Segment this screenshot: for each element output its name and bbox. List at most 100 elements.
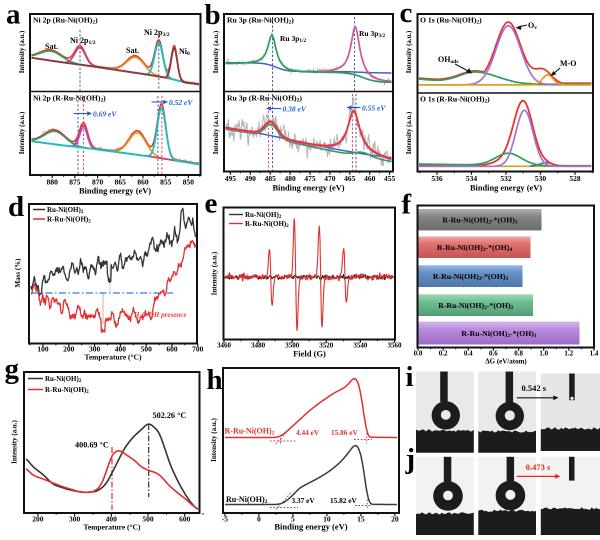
svg-text:R-Ru-Ni(OH)2-*(OH)3: R-Ru-Ni(OH)2-*(OH)3 (433, 272, 508, 282)
svg-text:534: 534 (466, 174, 478, 183)
svg-text:0.4: 0.4 (464, 350, 473, 358)
svg-text:860: 860 (137, 178, 149, 187)
svg-text:Sat.: Sat. (126, 46, 139, 55)
svg-text:470: 470 (324, 174, 336, 183)
svg-text:Binding energy (eV): Binding energy (eV) (79, 187, 151, 196)
svg-text:R-Ru-Ni(OH)2-*(OH)1: R-Ru-Ni(OH)2-*(OH)1 (461, 329, 536, 339)
svg-text:R-Ru-Ni(OH)2: R-Ru-Ni(OH)2 (245, 220, 289, 229)
svg-text:O 1s (R-Ru-Ni(OH)2): O 1s (R-Ru-Ni(OH)2) (420, 95, 490, 105)
svg-text:Ru 3p3/2: Ru 3p3/2 (359, 29, 385, 39)
svg-text:20: 20 (391, 515, 399, 524)
svg-text:1.2: 1.2 (564, 350, 573, 358)
svg-text:Temperature (°C): Temperature (°C) (84, 523, 141, 532)
svg-text:3520: 3520 (319, 342, 334, 350)
svg-text:875: 875 (69, 178, 81, 187)
svg-text:502.26 °C: 502.26 °C (153, 411, 187, 420)
svg-text:Intensity (a.u.): Intensity (a.u.) (406, 31, 413, 73)
svg-text:O 1s (Ru-Ni(OH)2): O 1s (Ru-Ni(OH)2) (420, 16, 482, 26)
svg-text:Binding energy (eV): Binding energy (eV) (470, 184, 542, 193)
svg-text:400: 400 (115, 345, 127, 354)
svg-text:600: 600 (179, 515, 191, 524)
svg-text:3560: 3560 (388, 342, 403, 350)
svg-text:528: 528 (569, 174, 581, 183)
svg-text:f: f (402, 189, 412, 221)
svg-text:-5: -5 (222, 515, 228, 524)
svg-text:Intensity (a.u.): Intensity (a.u.) (213, 31, 220, 73)
svg-text:0.542 s: 0.542 s (522, 383, 547, 393)
svg-text:Ru 3p1/2: Ru 3p1/2 (280, 34, 306, 44)
svg-text:b: b (205, 0, 221, 31)
svg-text:R-Ru-Ni(OH)2: R-Ru-Ni(OH)2 (225, 427, 275, 437)
svg-text:Ni0: Ni0 (179, 47, 190, 57)
svg-text:Ni 2p (R-Ru-Ni(OH)2): Ni 2p (R-Ru-Ni(OH)2) (33, 94, 106, 104)
svg-text:855: 855 (160, 178, 172, 187)
svg-text:0.2: 0.2 (439, 350, 448, 358)
svg-text:ΔG (eV/atom): ΔG (eV/atom) (485, 358, 527, 366)
svg-text:Intensity (a.u.): Intensity (a.u.) (406, 112, 413, 154)
svg-text:R-Ru-Ni(OH)2-*(OH)2: R-Ru-Ni(OH)2-*(OH)2 (438, 301, 513, 311)
svg-text:850: 850 (183, 178, 195, 187)
svg-text:Ru-Ni(OH)2: Ru-Ni(OH)2 (226, 495, 268, 505)
svg-text:R-Ru-Ni(OH)2: R-Ru-Ni(OH)2 (45, 386, 89, 395)
svg-text:0.0: 0.0 (414, 350, 423, 358)
svg-text:3.37 eV: 3.37 eV (292, 496, 316, 505)
svg-text:465: 465 (344, 174, 356, 183)
svg-text:200: 200 (63, 345, 75, 354)
svg-text:Intensity (a.u.): Intensity (a.u.) (213, 112, 220, 154)
svg-text:R-Ru-Ni(OH)2-*(OH)4: R-Ru-Ni(OH)2-*(OH)4 (437, 243, 512, 253)
svg-text:1.0: 1.0 (539, 350, 548, 358)
svg-text:Ru 3p (Ru-Ni(OH)2): Ru 3p (Ru-Ni(OH)2) (227, 16, 294, 26)
svg-text:3460: 3460 (217, 342, 232, 350)
svg-text:Intensity (a.u.): Intensity (a.u.) (211, 251, 219, 295)
svg-text:0: 0 (257, 515, 261, 524)
svg-text:10: 10 (323, 515, 331, 524)
svg-text:Ru-Ni(OH)2: Ru-Ni(OH)2 (45, 375, 82, 384)
svg-text:a: a (6, 0, 21, 31)
svg-text:j: j (405, 443, 416, 475)
svg-text:0.69 eV: 0.69 eV (93, 110, 117, 119)
svg-text:400.69 °C: 400.69 °C (75, 441, 109, 450)
svg-text:Ov: Ov (528, 21, 537, 31)
svg-text:485: 485 (265, 174, 277, 183)
svg-text:15.86 eV: 15.86 eV (331, 428, 358, 437)
svg-text:300: 300 (69, 515, 81, 524)
svg-text:455: 455 (384, 174, 396, 183)
svg-text:480: 480 (284, 174, 296, 183)
svg-text:0.55 eV: 0.55 eV (362, 104, 386, 113)
svg-text:536: 536 (431, 174, 443, 183)
svg-text:Binding energy (eV): Binding energy (eV) (272, 184, 344, 193)
svg-text:15.82 eV: 15.82 eV (330, 496, 357, 505)
svg-text:e: e (205, 188, 218, 220)
svg-text:Mass (%): Mass (%) (14, 258, 22, 288)
svg-text:Intensity (a.u.): Intensity (a.u.) (210, 417, 218, 461)
svg-text:880: 880 (47, 178, 59, 187)
svg-text:5: 5 (291, 515, 295, 524)
svg-text:4.44 eV: 4.44 eV (296, 428, 320, 437)
svg-text:0.38 eV: 0.38 eV (283, 105, 307, 114)
svg-text:Ni 2p1/2: Ni 2p1/2 (70, 36, 96, 46)
svg-text:500: 500 (142, 515, 154, 524)
svg-text:15: 15 (357, 515, 365, 524)
svg-text:Ni 2p3/2: Ni 2p3/2 (144, 28, 170, 38)
svg-text:R-Ru-Ni(OH)2: R-Ru-Ni(OH)2 (47, 216, 91, 225)
svg-text:Field (G): Field (G) (293, 349, 326, 359)
svg-text:460: 460 (364, 174, 376, 183)
svg-text:H2O/OH presence: H2O/OH presence (133, 311, 186, 320)
svg-text:Sat.: Sat. (45, 42, 58, 51)
svg-text:Temperature (°C): Temperature (°C) (85, 353, 142, 362)
svg-text:600: 600 (166, 345, 178, 354)
svg-text:OHads: OHads (438, 55, 459, 65)
svg-text:0.8: 0.8 (514, 350, 523, 358)
svg-text:530: 530 (535, 174, 547, 183)
svg-text:0.52 eV: 0.52 eV (169, 98, 193, 107)
svg-text:870: 870 (92, 178, 104, 187)
svg-text:Intensity (a.u.): Intensity (a.u.) (19, 31, 26, 73)
svg-text:Intensity (a.u.): Intensity (a.u.) (19, 112, 26, 154)
svg-text:M-O: M-O (560, 59, 576, 68)
svg-text:865: 865 (115, 178, 127, 187)
svg-text:3540: 3540 (353, 342, 368, 350)
svg-text:1.4: 1.4 (590, 350, 599, 358)
svg-text:Binding energy (eV): Binding energy (eV) (274, 522, 347, 532)
svg-text:c: c (400, 0, 413, 29)
svg-text:3480: 3480 (251, 342, 266, 350)
